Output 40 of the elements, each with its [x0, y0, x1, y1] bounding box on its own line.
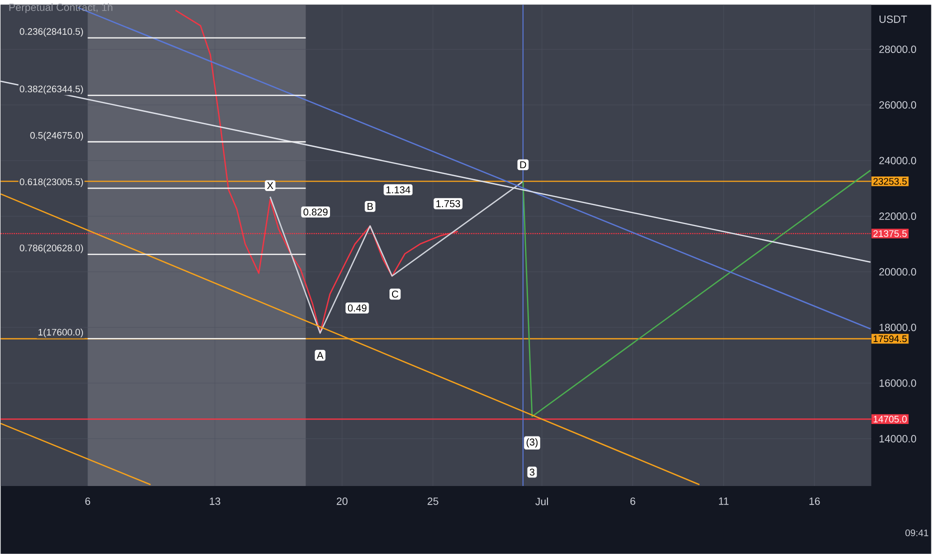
series-label: 1(17600.0) — [38, 328, 83, 338]
y-tick-label: 28000.0 — [879, 46, 916, 54]
annotation: 1.134 — [386, 186, 410, 194]
x-tick-label: 20 — [336, 498, 348, 505]
x-tick-label: 16 — [809, 498, 820, 505]
text: 09:41 — [905, 530, 928, 536]
y-tick-label: 22000.0 — [879, 212, 916, 220]
y-tick-label: 26000.0 — [879, 101, 916, 109]
x-tick-label: 11 — [719, 498, 729, 505]
annotation: D — [520, 161, 526, 168]
annotation: B — [368, 203, 373, 210]
y-tick-label: 14000.0 — [880, 435, 916, 442]
x-tick-label: 6 — [85, 498, 90, 505]
y-tick-label: 20000.0 — [879, 268, 916, 276]
x-tick-label: Jul — [535, 498, 548, 506]
annotation: 3 — [530, 468, 534, 476]
y-axis-title: USDT — [880, 16, 907, 23]
chart-title: Perpetual Contract, 1h — [9, 3, 112, 14]
annotation: 0.829 — [304, 208, 328, 216]
annotation: C — [392, 290, 398, 298]
ref-line-label: 23253.5 — [873, 178, 907, 185]
y-tick-label: 18000.0 — [880, 324, 916, 332]
annotation: A — [316, 352, 324, 359]
ref-line-label: 17594.5 — [874, 335, 907, 342]
y-tick-label: 24000.0 — [879, 156, 916, 164]
ref-line-label: 14705.0 — [874, 416, 907, 423]
series-label: 0.236(28410.5) — [20, 28, 83, 37]
series-label: 0.618(23005.5) — [20, 178, 83, 188]
x-tick-label: 13 — [210, 498, 220, 505]
annotation: 0.49 — [348, 304, 366, 312]
series-label: 0.382(26344.5) — [20, 85, 83, 94]
annotation: X — [267, 182, 274, 190]
x-tick-label: 6 — [630, 498, 636, 505]
ref-line-label: 21375.5 — [873, 230, 907, 237]
series-label: 0.786(20628.0) — [20, 244, 83, 254]
series-label: 0.5(24675.0) — [30, 132, 83, 141]
x-tick-label: 25 — [428, 498, 438, 505]
y-tick-label: 16000.0 — [880, 379, 916, 387]
annotation: (3) — [526, 438, 538, 448]
annotation: 1.753 — [436, 200, 460, 208]
